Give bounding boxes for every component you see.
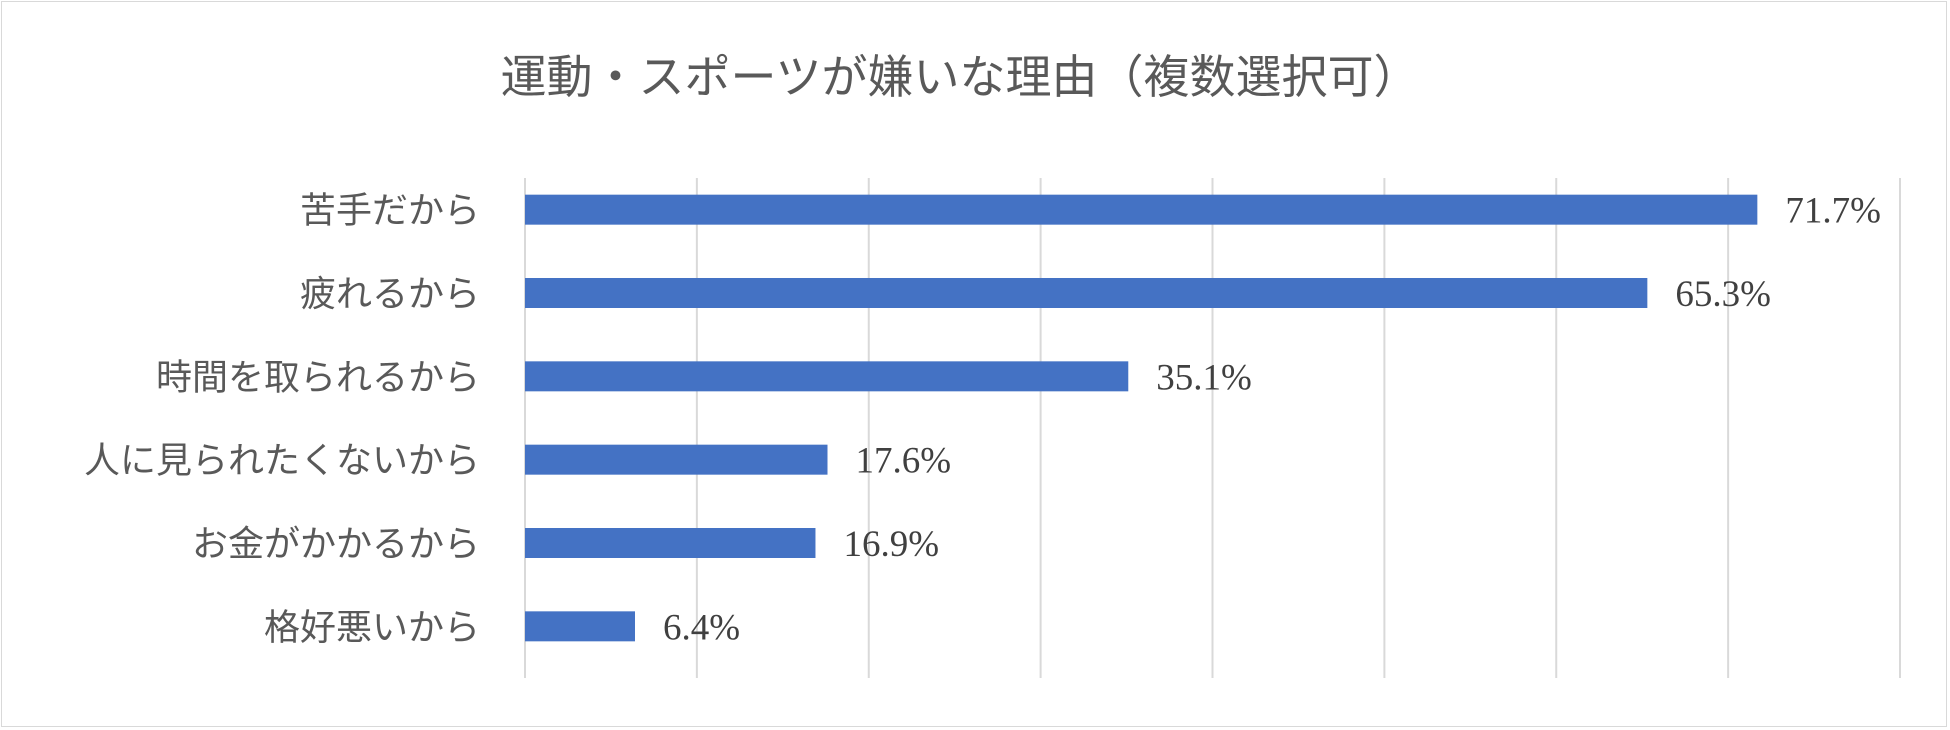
data-label: 17.6%: [856, 441, 952, 482]
bar: [525, 278, 1648, 308]
data-label: 35.1%: [1156, 357, 1252, 398]
data-label: 6.4%: [663, 607, 740, 648]
data-label: 65.3%: [1675, 274, 1771, 315]
chart-title: 運動・スポーツが嫌いな理由（複数選択可）: [500, 50, 1419, 104]
category-label: 人に見られたくないから: [84, 441, 480, 482]
gridlines: [524, 178, 1901, 678]
bar: [525, 611, 635, 642]
category-label: お金がかかるから: [192, 524, 480, 565]
category-label: 時間を取られるから: [156, 357, 480, 398]
data-label: 16.9%: [843, 524, 939, 565]
bar: [525, 361, 1129, 392]
data-labels: 71.7% 65.3% 35.1% 17.6% 16.9% 6.4%: [663, 191, 1881, 649]
bars: [525, 194, 1758, 642]
category-label: 格好悪いから: [264, 607, 480, 648]
data-label: 71.7%: [1785, 191, 1881, 232]
bar: [525, 444, 828, 475]
bar: [525, 194, 1758, 225]
bar: [525, 528, 816, 558]
category-labels: 苦手だから疲れるから時間を取られるから人に見られたくないからお金がかかるから格好…: [84, 191, 480, 649]
category-label: 苦手だから: [300, 191, 480, 232]
category-label: 疲れるから: [300, 274, 480, 315]
